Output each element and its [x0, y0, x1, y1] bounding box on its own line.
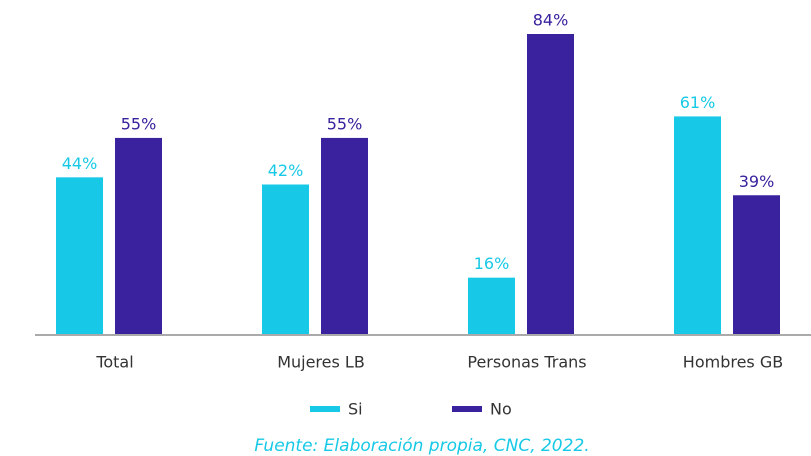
x-tick-label: Personas Trans [467, 353, 586, 372]
value-label: 84% [533, 11, 569, 30]
value-label: 44% [62, 154, 98, 173]
source-note: Fuente: Elaboración propia, CNC, 2022. [254, 436, 589, 456]
value-label: 55% [121, 114, 157, 133]
value-label: 55% [327, 114, 363, 133]
legend-swatch [452, 406, 482, 412]
value-label: 39% [739, 172, 775, 191]
legend-swatch [310, 406, 340, 412]
bar [56, 177, 103, 335]
x-tick-label: Total [95, 353, 133, 372]
bar [674, 116, 721, 336]
x-tick-label: Hombres GB [683, 353, 783, 372]
bar [321, 137, 368, 335]
legend-label: Si [348, 400, 363, 419]
bar [468, 277, 515, 335]
bar [262, 184, 309, 335]
value-label: 42% [268, 161, 304, 180]
bar [115, 137, 162, 335]
bar [527, 34, 574, 335]
x-tick-label: Mujeres LB [277, 353, 365, 372]
value-label: 61% [680, 93, 716, 112]
legend-label: No [490, 400, 512, 419]
bar [733, 195, 780, 335]
value-label: 16% [474, 254, 510, 273]
